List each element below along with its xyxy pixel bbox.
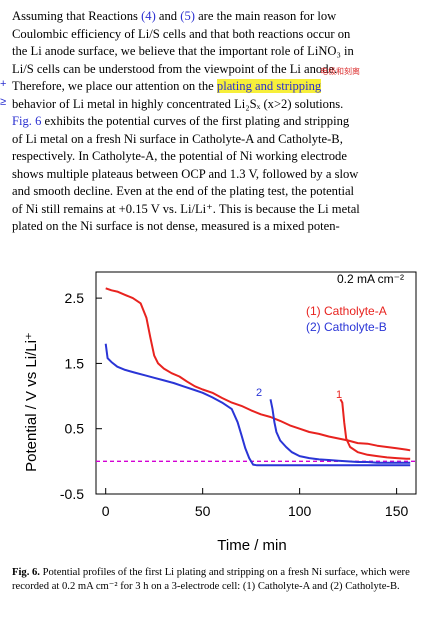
current-density-label: 0.2 mA cm⁻² <box>337 272 404 286</box>
series-line-4 <box>269 399 411 464</box>
paragraph-line: of Ni still remains at +0.15 V vs. Li/Li… <box>12 201 360 216</box>
paragraph-line: behavior of Li metal in highly concentra… <box>12 96 344 111</box>
y-tick-label: 1.5 <box>65 355 85 371</box>
caption-label: Fig. 6. <box>12 567 40 578</box>
paragraph-line: Therefore, we place our attention on the… <box>12 78 428 96</box>
plot-frame <box>95 271 417 495</box>
paragraph-line: plated on the Ni surface is not dense, m… <box>12 219 340 233</box>
x-tick-label: 50 <box>195 503 211 519</box>
legend-entry-1: (1) Catholyte-A <box>306 304 387 318</box>
reaction-4-ref[interactable]: (4) <box>141 9 156 23</box>
legend-entry-2: (2) Catholyte-B <box>306 320 387 334</box>
paragraph-line: respectively. In Catholyte-A, the potent… <box>12 149 347 163</box>
paragraph-line: Fig. 6 exhibits the potential curves of … <box>12 113 428 131</box>
annotation-note: 电极和刻离 <box>320 67 360 76</box>
paragraph-line: Assuming that Reactions (4) and (5) are … <box>12 9 337 23</box>
series-line-2 <box>339 398 411 460</box>
reaction-5-ref[interactable]: (5) <box>180 9 195 23</box>
curve-label-2: 2 <box>256 387 262 399</box>
paragraph-line: shows multiple plateaus between OCP and … <box>12 166 359 181</box>
y-tick-label: -0.5 <box>60 486 84 502</box>
fig6-link[interactable]: Fig. 6 <box>12 114 42 128</box>
y-tick-label: 0.5 <box>65 421 85 437</box>
figure-caption: Fig. 6. Potential profiles of the first … <box>12 566 428 594</box>
y-axis-label: Potential / V vs Li/Li⁺ <box>23 332 40 472</box>
paragraph-line: and smooth decline. Even at the end of t… <box>12 184 355 198</box>
highlighted-text[interactable]: plating and stripping <box>216 79 322 93</box>
body-paragraph: Assuming that Reactions (4) and (5) are … <box>12 8 428 236</box>
annotation-side-mark: + <box>0 78 7 90</box>
x-tick-label: 100 <box>288 503 312 519</box>
series-line-3 <box>104 343 411 467</box>
potential-chart: -0.5 0.5 1.5 2.5 0 50 100 150 0.2 mA cm⁻² (1) … <box>23 271 417 554</box>
paragraph-line: Li/S cells can be understood from the vi… <box>12 61 338 76</box>
series-line-1 <box>105 287 411 452</box>
x-tick-label: 150 <box>385 503 409 519</box>
paragraph-line: Coulombic efficiency of Li/S cells and t… <box>12 26 351 41</box>
figure-6: -0.5 0.5 1.5 2.5 0 50 100 150 0.2 mA cm⁻² (1) … <box>0 262 436 562</box>
y-tick-label: 2.5 <box>65 290 85 306</box>
x-tick-label: 0 <box>102 503 110 519</box>
curve-label-1: 1 <box>336 389 342 401</box>
caption-text: Potential profiles of the first Li plati… <box>12 567 410 592</box>
x-axis-label: Time / min <box>217 537 286 554</box>
paragraph-text: Therefore, we place our attention on the <box>12 79 217 93</box>
paragraph-text: exhibits the potential curves of the fir… <box>41 114 350 128</box>
annotation-side-mark: ≥ <box>0 96 7 108</box>
paragraph-line: the Li anode surface, we believe that th… <box>12 44 354 58</box>
paragraph-line: of Li metal on a fresh Ni surface in Cat… <box>12 131 343 146</box>
